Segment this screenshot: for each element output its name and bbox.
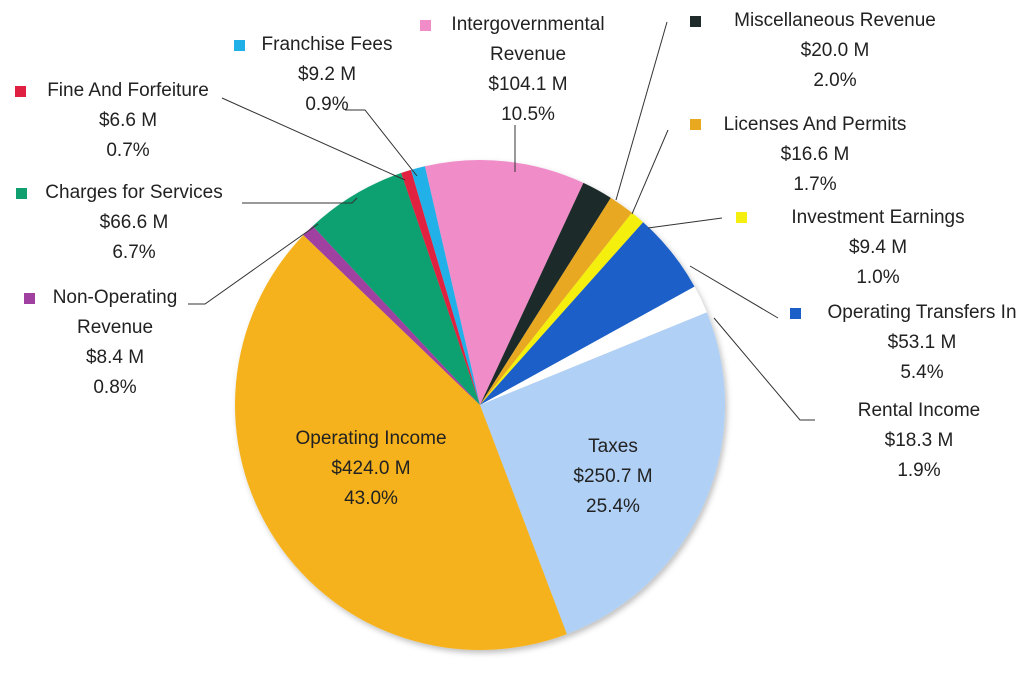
- percent-label: 1.0%: [856, 267, 900, 288]
- leader-line: [615, 21, 668, 201]
- leader-line: [242, 197, 358, 204]
- value-label: $66.6 M: [99, 212, 169, 233]
- leader-line: [689, 265, 779, 319]
- slice-label: Licenses And Permits $16.6 M 1.7%: [724, 110, 907, 200]
- category: Investment Earnings: [791, 207, 965, 228]
- category: Rental Income: [857, 400, 981, 421]
- value-label: $20.0 M: [800, 40, 870, 61]
- pie-slice: [480, 197, 632, 405]
- percent-label: 6.7%: [112, 242, 156, 263]
- percent-label: 0.9%: [305, 94, 349, 115]
- leader-line: [631, 129, 669, 215]
- pie: [235, 159, 725, 650]
- pie-slice: [480, 286, 707, 405]
- legend-swatch: [24, 293, 35, 304]
- percent-label: 5.4%: [900, 362, 944, 383]
- category: Miscellaneous Revenue: [734, 10, 936, 31]
- percent-label: 10.5%: [501, 104, 555, 125]
- value-label: $250.7 M: [573, 466, 653, 487]
- pie-slice: [312, 173, 480, 405]
- slice-label: Investment Earnings $9.4 M 1.0%: [791, 203, 964, 293]
- legend-swatch: [16, 188, 27, 199]
- percent-label: 0.8%: [93, 377, 137, 398]
- slice-label: Taxes $250.7 M 25.4%: [573, 432, 652, 522]
- legend-swatch: [420, 20, 431, 31]
- legend-swatch: [690, 119, 701, 130]
- value-label: $104.1 M: [488, 74, 568, 95]
- category: Operating Transfers In: [827, 302, 1017, 323]
- legend-swatch: [234, 40, 245, 51]
- pie-slice: [480, 222, 695, 405]
- percent-label: 1.7%: [793, 174, 837, 195]
- category: Franchise Fees: [261, 34, 393, 55]
- value-label: $16.6 M: [780, 144, 850, 165]
- pie-slice: [424, 159, 584, 405]
- value-label: $8.4 M: [85, 347, 145, 368]
- percent-label: 43.0%: [344, 488, 398, 509]
- value-label: $6.6 M: [98, 110, 158, 131]
- leader-line: [713, 317, 815, 421]
- slice-label: Miscellaneous Revenue $20.0 M 2.0%: [734, 6, 936, 96]
- leader-lines: [188, 21, 815, 421]
- leader-line: [345, 109, 418, 177]
- category: Charges for Services: [45, 182, 223, 203]
- value-label: $424.0 M: [331, 458, 411, 479]
- leader-line: [221, 97, 406, 181]
- percent-label: 25.4%: [586, 496, 640, 517]
- slice-label: Non-Operating Revenue $8.4 M 0.8%: [40, 283, 190, 403]
- pie-slice: [401, 169, 480, 405]
- slice-label: Rental Income $18.3 M 1.9%: [858, 396, 981, 486]
- value-label: $53.1 M: [887, 332, 957, 353]
- legend-swatch: [790, 308, 801, 319]
- legend-swatch: [15, 86, 26, 97]
- category: Licenses And Permits: [723, 114, 907, 135]
- leader-line: [188, 223, 319, 305]
- pie-slice: [480, 182, 611, 405]
- slice-label: Fine And Forfeiture $6.6 M 0.7%: [47, 76, 209, 166]
- pie-slice: [303, 225, 480, 405]
- pie-slice: [480, 212, 644, 405]
- category: Intergovernmental Revenue: [451, 14, 605, 65]
- leader-line: [647, 217, 723, 229]
- value-label: $9.4 M: [848, 237, 908, 258]
- legend-swatch: [690, 16, 701, 27]
- pie-slice: [235, 235, 567, 650]
- slice-label: Charges for Services $66.6 M 6.7%: [45, 178, 222, 268]
- category: Fine And Forfeiture: [47, 80, 209, 101]
- slice-label: Intergovernmental Revenue $104.1 M 10.5%: [441, 10, 616, 130]
- percent-label: 1.9%: [897, 460, 941, 481]
- pie-slice: [480, 312, 725, 635]
- slice-label: Operating Income $424.0 M 43.0%: [295, 424, 446, 514]
- pie-slice: [411, 166, 480, 405]
- value-label: $18.3 M: [884, 430, 954, 451]
- percent-label: 0.7%: [106, 140, 150, 161]
- category: Operating Income: [295, 428, 447, 449]
- value-label: $9.2 M: [297, 64, 357, 85]
- slice-label: Franchise Fees $9.2 M 0.9%: [262, 30, 393, 120]
- legend-swatch: [736, 212, 747, 223]
- percent-label: 2.0%: [813, 70, 857, 91]
- category: Non-Operating Revenue: [52, 287, 178, 338]
- slice-label: Operating Transfers In $53.1 M 5.4%: [827, 298, 1016, 388]
- category: Taxes: [588, 436, 638, 457]
